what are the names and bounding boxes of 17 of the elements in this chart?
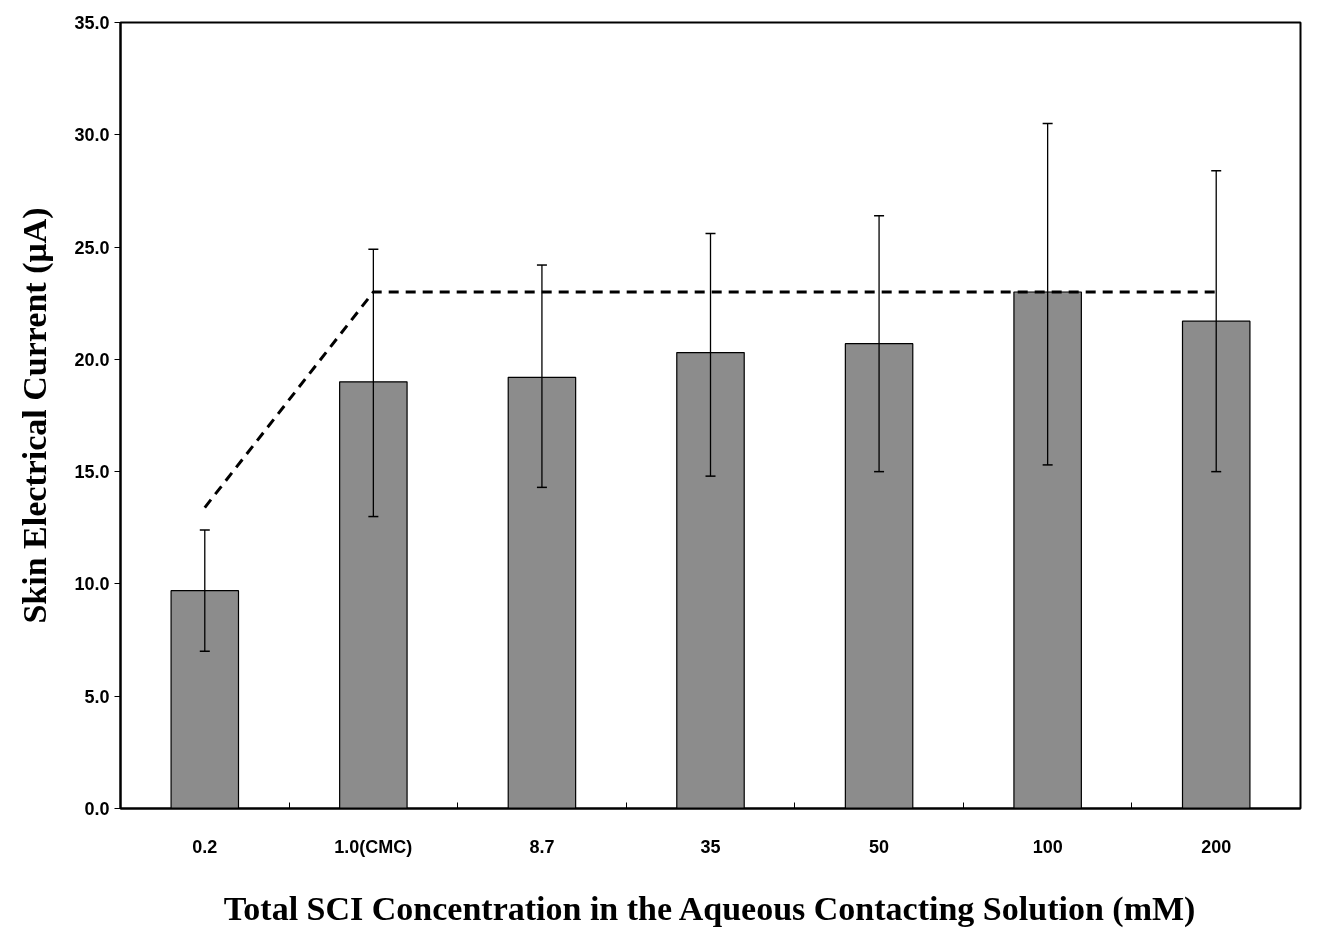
x-tick-label: 0.2 [192, 836, 218, 857]
x-tick-label: 1.0(CMC) [334, 836, 413, 857]
x-axis-title: Total SCI Concentration in the Aqueous Contacting Solution (mM) [223, 889, 1196, 928]
y-tick-label: 5.0 [84, 686, 110, 707]
y-tick-label: 20.0 [74, 349, 110, 370]
y-tick-label: 35.0 [74, 13, 110, 33]
x-tick-label: 100 [1032, 836, 1063, 857]
y-tick-label: 0.0 [84, 799, 110, 819]
x-tick-label: 50 [869, 836, 890, 857]
x-tick-label: 200 [1201, 836, 1232, 857]
x-tick-label: 8.7 [529, 836, 555, 857]
y-tick-label: 10.0 [74, 574, 110, 595]
y-tick-label: 15.0 [74, 462, 110, 483]
y-tick-label: 30.0 [74, 125, 110, 146]
y-axis-title: Skin Electrical Current (μA) [16, 207, 55, 624]
y-tick-label: 25.0 [74, 237, 110, 258]
x-tick-label: 35 [700, 836, 721, 857]
